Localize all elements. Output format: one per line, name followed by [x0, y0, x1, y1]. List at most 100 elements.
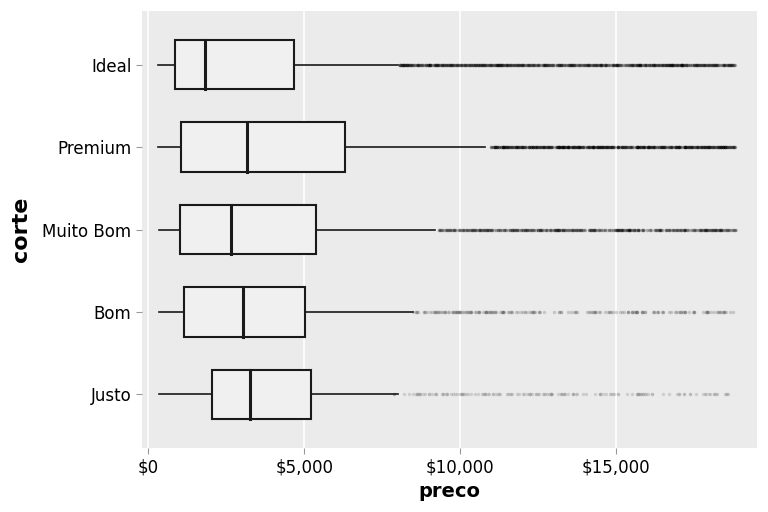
Point	[468, 225, 480, 233]
Point	[434, 308, 446, 316]
Point	[488, 143, 501, 151]
Point	[445, 60, 457, 69]
Point	[539, 60, 551, 69]
Point	[621, 390, 634, 398]
Point	[709, 60, 721, 69]
Point	[657, 60, 669, 69]
Point	[683, 60, 695, 69]
Point	[625, 143, 637, 151]
Point	[508, 60, 521, 69]
Point	[498, 143, 511, 151]
Point	[727, 225, 739, 233]
Point	[653, 143, 665, 151]
Point	[554, 60, 567, 69]
Point	[527, 60, 539, 69]
Point	[498, 143, 510, 151]
Point	[616, 143, 628, 151]
Point	[445, 390, 457, 398]
Point	[524, 60, 536, 69]
Point	[570, 390, 582, 398]
Point	[521, 390, 533, 398]
Point	[683, 308, 695, 316]
Point	[452, 308, 465, 316]
Point	[528, 60, 540, 69]
Point	[594, 308, 607, 316]
Point	[638, 60, 650, 69]
Point	[494, 390, 506, 398]
Point	[483, 390, 495, 398]
Point	[429, 60, 441, 69]
Point	[460, 308, 472, 316]
Point	[530, 143, 542, 151]
Point	[517, 60, 529, 69]
Point	[706, 143, 718, 151]
Point	[605, 225, 617, 233]
Point	[477, 225, 489, 233]
Point	[694, 60, 707, 69]
Point	[654, 225, 666, 233]
Point	[535, 143, 548, 151]
Point	[452, 60, 465, 69]
Point	[473, 225, 485, 233]
Point	[693, 60, 705, 69]
Point	[483, 60, 495, 69]
Point	[567, 143, 579, 151]
Point	[588, 225, 600, 233]
Point	[541, 143, 553, 151]
Point	[457, 308, 469, 316]
Point	[501, 60, 513, 69]
Point	[456, 60, 468, 69]
Point	[548, 225, 561, 233]
Point	[430, 308, 442, 316]
Point	[607, 60, 620, 69]
Point	[604, 60, 616, 69]
Point	[669, 60, 681, 69]
Point	[402, 60, 415, 69]
Point	[671, 390, 684, 398]
Point	[663, 143, 675, 151]
Point	[440, 225, 452, 233]
Point	[436, 225, 449, 233]
Point	[688, 60, 700, 69]
Point	[703, 143, 716, 151]
Point	[495, 60, 507, 69]
Point	[588, 225, 600, 233]
Point	[631, 308, 644, 316]
Point	[586, 143, 598, 151]
Point	[710, 225, 722, 233]
Point	[442, 60, 455, 69]
Point	[599, 60, 611, 69]
Point	[446, 60, 458, 69]
Point	[469, 60, 482, 69]
Point	[679, 225, 691, 233]
Point	[694, 225, 706, 233]
Point	[486, 308, 498, 316]
Point	[644, 143, 657, 151]
Point	[639, 143, 651, 151]
Point	[412, 60, 424, 69]
Point	[718, 143, 730, 151]
Point	[448, 225, 460, 233]
Point	[693, 143, 705, 151]
Point	[499, 143, 511, 151]
Point	[637, 225, 649, 233]
Point	[699, 225, 711, 233]
Point	[648, 143, 660, 151]
Point	[694, 60, 707, 69]
Point	[396, 60, 409, 69]
Point	[556, 60, 568, 69]
Point	[588, 308, 600, 316]
Point	[632, 143, 644, 151]
Point	[641, 60, 653, 69]
Point	[526, 143, 538, 151]
Point	[691, 143, 703, 151]
Point	[537, 143, 549, 151]
Point	[594, 390, 607, 398]
Point	[594, 225, 607, 233]
Point	[564, 60, 577, 69]
Point	[512, 143, 525, 151]
Point	[428, 60, 440, 69]
Point	[653, 60, 665, 69]
Point	[660, 225, 672, 233]
Point	[445, 60, 458, 69]
